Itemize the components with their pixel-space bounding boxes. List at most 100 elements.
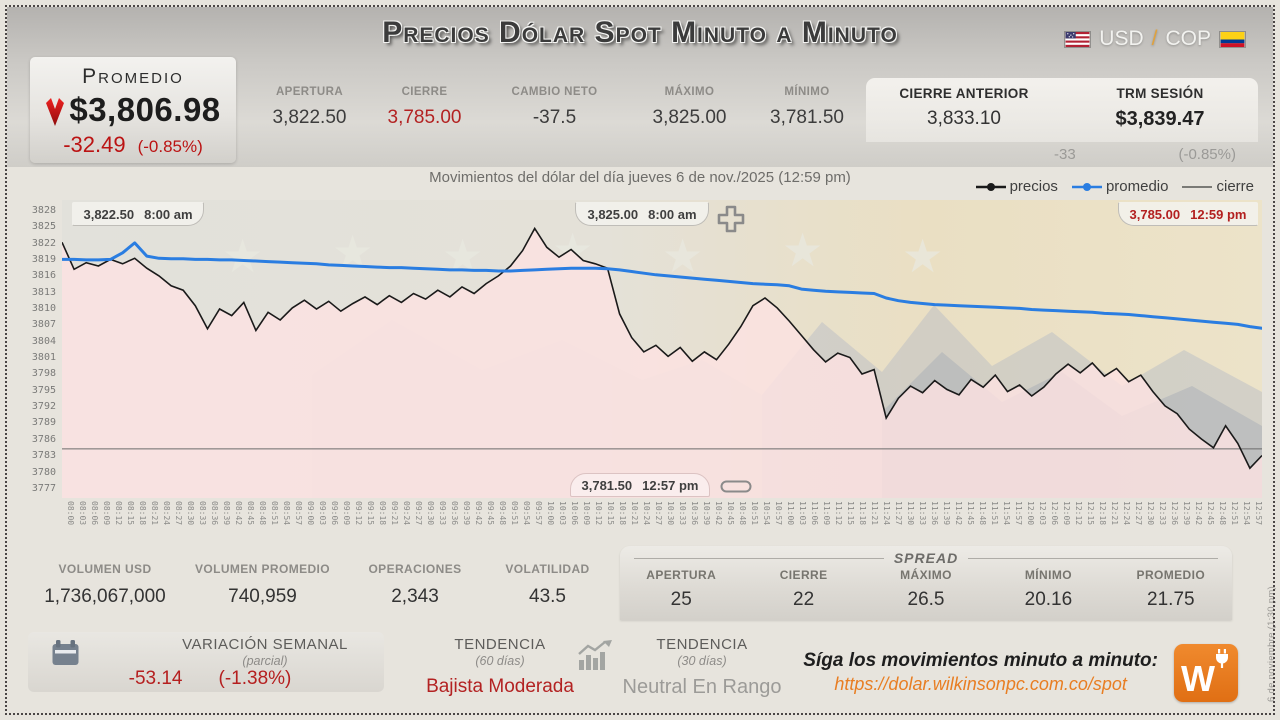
x-tick: 09:51 [510, 501, 519, 526]
x-tick: 12:30 [1146, 501, 1155, 526]
stat-minimo: MÍNIMO 3,781.50 [770, 86, 844, 128]
x-tick: 11:51 [990, 501, 999, 526]
x-tick: 10:45 [726, 501, 735, 526]
y-tick: 3795 [31, 384, 56, 396]
x-tick: 11:57 [1014, 501, 1023, 526]
x-tick: 09:39 [462, 501, 471, 526]
x-tick: 09:36 [450, 501, 459, 526]
y-tick: 3822 [31, 237, 56, 249]
y-tick: 3780 [31, 466, 56, 478]
annotation-minimo: 3,781.50 12:57 pm [570, 473, 710, 497]
x-tick: 11:33 [918, 501, 927, 526]
x-tick: 11:06 [810, 501, 819, 526]
legend-label: cierre [1216, 178, 1254, 195]
x-tick: 12:24 [1122, 501, 1131, 526]
x-tick: 11:42 [954, 501, 963, 526]
x-tick: 12:06 [1050, 501, 1059, 526]
x-tick: 12:00 [1026, 501, 1035, 526]
weekly-variation-header: VARIACIÓN SEMANAL (parcial) [182, 636, 348, 668]
svg-text:★: ★ [442, 229, 483, 283]
x-tick: 08:03 [78, 501, 87, 526]
x-tick: 08:36 [210, 501, 219, 526]
y-tick: 3792 [31, 401, 56, 413]
x-tick: 09:00 [306, 501, 315, 526]
x-tick: 10:54 [762, 501, 771, 526]
x-tick: 08:15 [126, 501, 135, 526]
x-tick: 11:27 [894, 501, 903, 526]
plug-icon [1216, 649, 1228, 668]
highlight-stats-box: CIERRE ANTERIOR 3,833.10 TRM SESIÓN $3,8… [866, 78, 1258, 142]
stat-cambio-neto: CAMBIO NETO -37.5 [511, 86, 598, 128]
precios-line [62, 226, 1262, 470]
stat-cierre-anterior: CIERRE ANTERIOR 3,833.10 [899, 86, 1029, 129]
weekly-change-pct: (-1.38%) [218, 668, 292, 689]
y-axis: 3828 3825 3822 3819 3816 3813 3810 3807 3804 3801… [26, 206, 56, 494]
x-tick: 08:06 [90, 501, 99, 526]
x-tick: 10:57 [774, 501, 783, 526]
stat-apertura: APERTURA 3,822.50 [272, 86, 347, 128]
x-tick: 09:42 [474, 501, 483, 526]
price-chart-plot[interactable]: ★ ★ ★ ★ ★ ★ ★ 3,822.50 8:00 am 3,825.00 8:00… [62, 200, 1262, 498]
x-tick: 10:36 [690, 501, 699, 526]
x-tick: 08:12 [114, 501, 123, 526]
y-tick: 3825 [31, 221, 56, 233]
x-tick: 12:12 [1074, 501, 1083, 526]
svg-text:★: ★ [332, 225, 373, 279]
promo-url-link[interactable]: https://dolar.wilkinsonpc.com.co/spot [834, 674, 1127, 694]
x-tick: 08:24 [162, 501, 171, 526]
x-tick: 10:51 [750, 501, 759, 526]
x-tick: 08:00 [66, 501, 75, 526]
x-tick: 11:15 [846, 501, 855, 526]
stat-trm-sesion: TRM SESIÓN $3,839.47 [1115, 86, 1205, 130]
ellipse-marker-icon[interactable] [720, 480, 752, 493]
x-tick: 10:06 [570, 501, 579, 526]
currency-pair: USD / COP [1064, 27, 1246, 51]
promo-text: Síga los movimientos minuto a minuto: [803, 650, 1158, 671]
trend-30-value: Neutral En Rango [622, 676, 782, 698]
x-tick: 11:21 [870, 501, 879, 526]
x-tick: 10:15 [606, 501, 615, 526]
trm-change: -33 [1054, 146, 1076, 163]
x-tick: 08:39 [222, 501, 231, 526]
x-tick: 09:24 [402, 501, 411, 526]
legend-marker [975, 182, 1006, 191]
x-tick: 11:00 [786, 501, 795, 526]
spread-title: SPREAD [893, 550, 959, 566]
x-tick: 08:54 [282, 501, 291, 526]
x-tick: 08:30 [186, 501, 195, 526]
annotation-cierre-actual: 3,785.00 12:59 pm [1118, 202, 1258, 226]
promedio-change-pct: (-0.85%) [137, 137, 203, 156]
x-tick: 12:54 [1242, 501, 1251, 526]
page-title: Precios Dólar Spot Minuto a Minuto [382, 16, 898, 49]
x-tick: 09:54 [522, 501, 531, 526]
x-tick: 08:09 [102, 501, 111, 526]
us-flag-icon [1064, 30, 1092, 48]
stat-cierre: CIERRE 3,785.00 [387, 86, 462, 128]
x-tick: 08:45 [246, 501, 255, 526]
x-axis: 08:00 08:03 08:06 08:09 08:12 08:15 08:18 08:21… [62, 501, 1263, 541]
x-tick: 08:21 [150, 501, 159, 526]
y-tick: 3813 [31, 286, 56, 298]
x-tick: 11:36 [930, 501, 939, 526]
calendar-icon [52, 640, 79, 672]
metric-volatilidad: VOLATILIDAD 43.5 [505, 562, 590, 607]
svg-text:★: ★ [782, 223, 823, 277]
x-tick: 08:48 [258, 501, 267, 526]
x-tick: 09:03 [318, 501, 327, 526]
y-tick: 3777 [31, 482, 56, 494]
crosshair-icon[interactable] [716, 204, 746, 236]
svg-text:★: ★ [902, 229, 943, 283]
x-tick: 12:51 [1230, 501, 1239, 526]
wilkinsonpc-logo[interactable]: W [1174, 644, 1238, 702]
x-tick: 09:48 [498, 501, 507, 526]
pair-quote: COP [1165, 27, 1211, 50]
x-tick: 08:18 [138, 501, 147, 526]
trend-60-value: Bajista Moderada [426, 676, 574, 697]
metric-volumen-promedio: VOLUMEN PROMEDIO 740,959 [194, 562, 331, 607]
x-tick: 09:21 [390, 501, 399, 526]
down-arrow-icon [46, 98, 65, 126]
x-tick: 12:09 [1062, 501, 1071, 526]
x-tick: 09:33 [438, 501, 447, 526]
x-tick: 10:00 [546, 501, 555, 526]
y-tick: 3819 [31, 254, 56, 266]
